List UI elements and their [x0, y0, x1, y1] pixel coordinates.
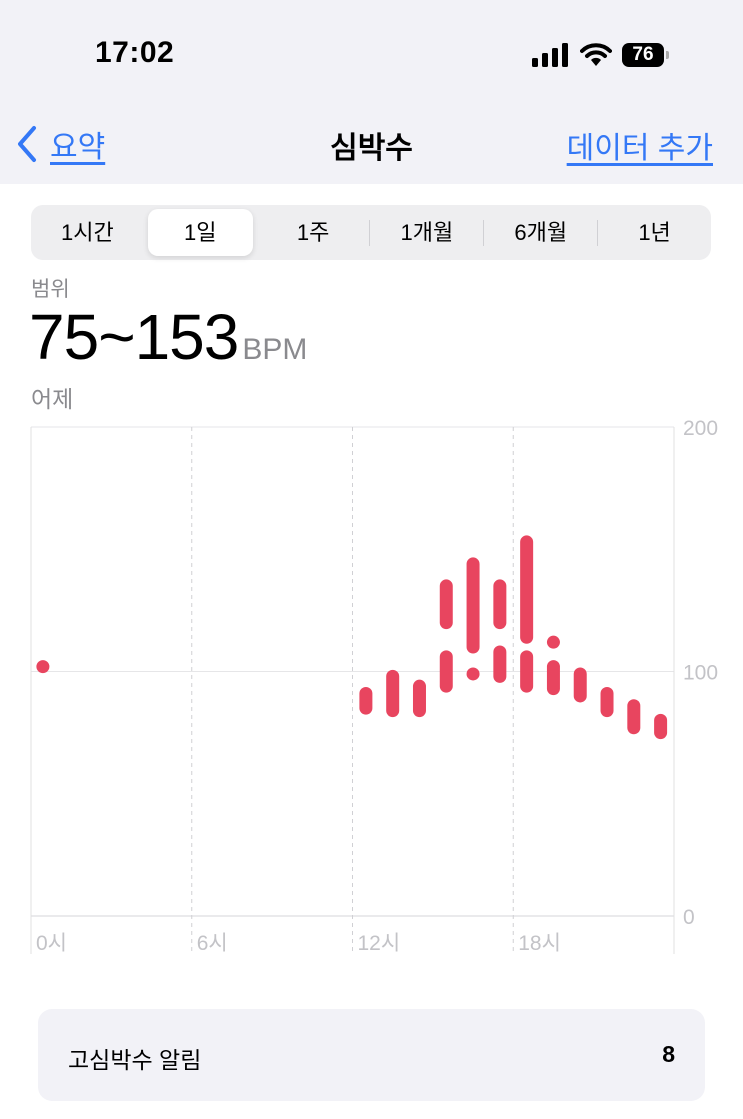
date-label: 어제 [31, 386, 74, 412]
battery-icon: 76 [622, 43, 669, 67]
status-time: 17:02 [95, 36, 175, 69]
x-tick-label: 18시 [518, 932, 561, 955]
range-label: 범위 [31, 278, 70, 301]
heart-rate-range-bar [493, 645, 507, 683]
x-tick-label: 12시 [358, 932, 401, 955]
heart-rate-range-bar [439, 650, 453, 693]
segment-1-year[interactable]: 1년 [638, 220, 671, 245]
cellular-signal-icon [532, 43, 568, 67]
heart-rate-range-bar [600, 687, 614, 718]
chevron-left-icon [18, 126, 36, 162]
heart-rate-range-bar [439, 579, 453, 630]
segment-1-week[interactable]: 1주 [296, 220, 330, 245]
back-label: 요약 [50, 131, 106, 164]
wifi-icon [580, 43, 612, 66]
add-data-button[interactable]: 데이터 추가 [566, 132, 713, 165]
page-title: 심박수 [330, 132, 413, 165]
y-tick-label: 100 [683, 662, 718, 685]
y-tick-label: 200 [683, 417, 718, 440]
alert-count: 8 [662, 1041, 675, 1067]
segment-1-month[interactable]: 1개월 [400, 220, 454, 245]
segment-divider [483, 219, 485, 246]
x-tick-label: 6시 [197, 932, 228, 955]
segment-6-months[interactable]: 6개월 [514, 220, 568, 245]
heart-rate-range-bar [520, 535, 534, 644]
x-tick-label: 0시 [36, 932, 67, 955]
heart-rate-range-bar [466, 557, 480, 654]
heart-rate-range-bar [359, 687, 373, 715]
battery-level: 76 [632, 44, 654, 65]
heart-rate-range-bar [546, 660, 560, 696]
segment-1-hour[interactable]: 1시간 [61, 220, 114, 245]
heart-rate-point [36, 660, 50, 674]
segment-1-day[interactable]: 1일 [147, 209, 253, 256]
header: 17:02 76 요약 심박수 데이터 추가 [0, 0, 743, 184]
range-number: 75~153 [29, 301, 239, 373]
heart-rate-range-bar [386, 669, 400, 718]
heart-rate-range-bar [627, 699, 641, 735]
time-range-segmented-control: 1시간 1일 1주 1개월 6개월 1년 [31, 205, 711, 260]
alert-label: 고심박수 알림 [68, 1047, 202, 1073]
status-icons: 76 [532, 40, 669, 70]
heart-rate-range-bar [520, 650, 534, 693]
heart-rate-range-bar [493, 579, 507, 630]
heart-rate-range-bar [573, 667, 587, 703]
heart-rate-range-bar [412, 679, 426, 718]
heart-rate-point [466, 667, 480, 681]
range-value: 75~153 BPM [29, 300, 307, 374]
range-unit: BPM [242, 333, 308, 366]
heart-rate-range-bar [654, 713, 668, 740]
heart-rate-point [546, 635, 560, 649]
y-tick-label: 0 [683, 906, 695, 929]
high-heart-rate-alerts-row[interactable]: 고심박수 알림 8 [38, 1009, 705, 1101]
heart-rate-chart[interactable]: 200 100 0 0시 6시 12시 18시 [0, 0, 743, 970]
back-button[interactable]: 요약 [16, 122, 105, 166]
segment-divider [597, 219, 599, 246]
segment-divider [369, 219, 371, 246]
